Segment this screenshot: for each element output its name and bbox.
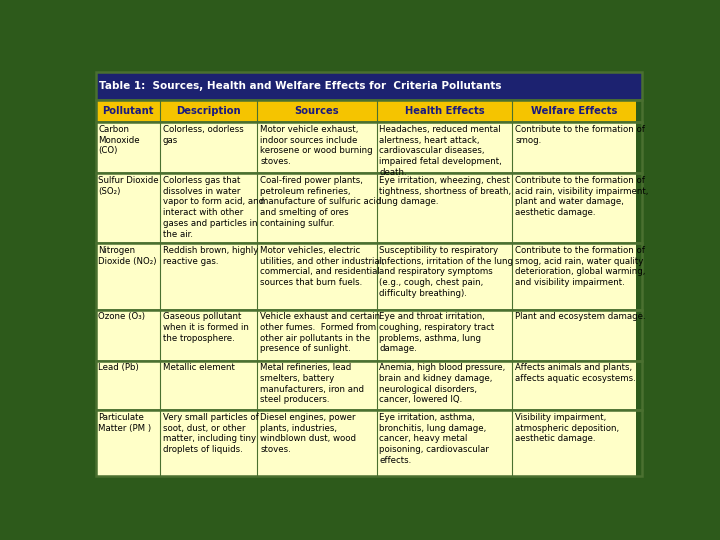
- Text: Plant and ecosystem damage.: Plant and ecosystem damage.: [515, 312, 646, 321]
- Text: Eye irritation, wheezing, chest
tightness, shortness of breath,
lung damage.: Eye irritation, wheezing, chest tightnes…: [379, 176, 512, 206]
- Bar: [512, 361, 636, 410]
- Text: Diesel engines, power
plants, industries,
windblown dust, wood
stoves.: Diesel engines, power plants, industries…: [260, 413, 356, 454]
- Bar: [258, 100, 377, 123]
- Text: Metallic element: Metallic element: [163, 363, 235, 372]
- Text: Sources: Sources: [294, 106, 339, 116]
- Bar: [258, 361, 377, 410]
- Text: Contribute to the formation of
smog, acid rain, water quality
deterioration, glo: Contribute to the formation of smog, aci…: [515, 246, 645, 287]
- Bar: [377, 410, 512, 476]
- Bar: [377, 244, 512, 309]
- Text: Eye irritation, asthma,
bronchitis, lung damage,
cancer, heavy metal
poisoning, : Eye irritation, asthma, bronchitis, lung…: [379, 413, 490, 465]
- Text: Motor vehicles, electric
utilities, and other industrial,
commercial, and reside: Motor vehicles, electric utilities, and …: [260, 246, 385, 287]
- Bar: [512, 173, 636, 244]
- Text: Visibility impairment,
atmospheric deposition,
aesthetic damage.: Visibility impairment, atmospheric depos…: [515, 413, 619, 443]
- Bar: [96, 361, 642, 410]
- Bar: [96, 72, 642, 100]
- Bar: [512, 100, 636, 123]
- Bar: [96, 123, 642, 173]
- Text: Sulfur Dioxide
(SO₂): Sulfur Dioxide (SO₂): [99, 176, 159, 195]
- Text: Nitrogen
Dioxide (NO₂): Nitrogen Dioxide (NO₂): [99, 246, 157, 266]
- Text: Affects animals and plants,
affects aquatic ecosystems.: Affects animals and plants, affects aqua…: [515, 363, 636, 383]
- Bar: [96, 100, 160, 123]
- Text: Pollutant: Pollutant: [102, 106, 153, 116]
- Bar: [377, 100, 512, 123]
- Text: Table 1:  Sources, Health and Welfare Effects for  Criteria Pollutants: Table 1: Sources, Health and Welfare Eff…: [99, 81, 502, 91]
- Bar: [96, 173, 160, 244]
- Text: Gaseous pollutant
when it is formed in
the troposphere.: Gaseous pollutant when it is formed in t…: [163, 312, 249, 342]
- Bar: [258, 410, 377, 476]
- Text: Reddish brown, highly
reactive gas.: Reddish brown, highly reactive gas.: [163, 246, 258, 266]
- Bar: [96, 100, 642, 123]
- Bar: [160, 361, 258, 410]
- Text: Motor vehicle exhaust,
indoor sources include
kerosene or wood burning
stoves.: Motor vehicle exhaust, indoor sources in…: [260, 125, 373, 166]
- Text: Particulate
Matter (PM ): Particulate Matter (PM ): [99, 413, 151, 433]
- Text: Colorless gas that
dissolves in water
vapor to form acid, and
interact with othe: Colorless gas that dissolves in water va…: [163, 176, 264, 239]
- Bar: [96, 244, 642, 309]
- Bar: [512, 244, 636, 309]
- Bar: [160, 173, 258, 244]
- Bar: [96, 244, 160, 309]
- Bar: [96, 72, 642, 100]
- Text: Description: Description: [176, 106, 241, 116]
- Bar: [512, 410, 636, 476]
- Bar: [258, 173, 377, 244]
- Bar: [96, 309, 160, 361]
- Bar: [160, 410, 258, 476]
- Bar: [377, 309, 512, 361]
- Text: Very small particles of
soot, dust, or other
matter, including tiny
droplets of : Very small particles of soot, dust, or o…: [163, 413, 258, 454]
- Text: Ozone (O₃): Ozone (O₃): [99, 312, 145, 321]
- Bar: [377, 173, 512, 244]
- Text: Carbon
Monoxide
(CO): Carbon Monoxide (CO): [99, 125, 140, 156]
- Bar: [512, 309, 636, 361]
- Text: Health Effects: Health Effects: [405, 106, 485, 116]
- Text: Headaches, reduced mental
alertness, heart attack,
cardiovascular diseases,
impa: Headaches, reduced mental alertness, hea…: [379, 125, 502, 177]
- Bar: [377, 123, 512, 173]
- Bar: [512, 123, 636, 173]
- Bar: [96, 173, 642, 244]
- Text: Contribute to the formation of
acid rain, visibility impairment,
plant and water: Contribute to the formation of acid rain…: [515, 176, 649, 217]
- Text: Susceptibility to respiratory
infections, irritation of the lung
and respiratory: Susceptibility to respiratory infections…: [379, 246, 513, 298]
- Text: Colorless, odorless
gas: Colorless, odorless gas: [163, 125, 243, 145]
- Bar: [160, 309, 258, 361]
- Bar: [258, 244, 377, 309]
- Bar: [258, 309, 377, 361]
- Text: Metal refineries, lead
smelters, battery
manufacturers, iron and
steel producers: Metal refineries, lead smelters, battery…: [260, 363, 364, 404]
- Bar: [96, 410, 160, 476]
- Text: Lead (Pb): Lead (Pb): [99, 363, 139, 372]
- Text: Coal-fired power plants,
petroleum refineries,
manufacture of sulfuric acid
and : Coal-fired power plants, petroleum refin…: [260, 176, 382, 228]
- Bar: [160, 244, 258, 309]
- Bar: [377, 361, 512, 410]
- Bar: [96, 123, 160, 173]
- Bar: [96, 309, 642, 361]
- Bar: [160, 100, 258, 123]
- Bar: [258, 123, 377, 173]
- Bar: [96, 410, 642, 476]
- Text: Contribute to the formation of
smog.: Contribute to the formation of smog.: [515, 125, 645, 145]
- Bar: [160, 123, 258, 173]
- Text: Welfare Effects: Welfare Effects: [531, 106, 617, 116]
- Text: Vehicle exhaust and certain
other fumes.  Formed from
other air pollutants in th: Vehicle exhaust and certain other fumes.…: [260, 312, 380, 353]
- Text: Eye and throat irritation,
coughing, respiratory tract
problems, asthma, lung
da: Eye and throat irritation, coughing, res…: [379, 312, 495, 353]
- Text: Anemia, high blood pressure,
brain and kidney damage,
neurological disorders,
ca: Anemia, high blood pressure, brain and k…: [379, 363, 505, 404]
- Bar: [96, 361, 160, 410]
